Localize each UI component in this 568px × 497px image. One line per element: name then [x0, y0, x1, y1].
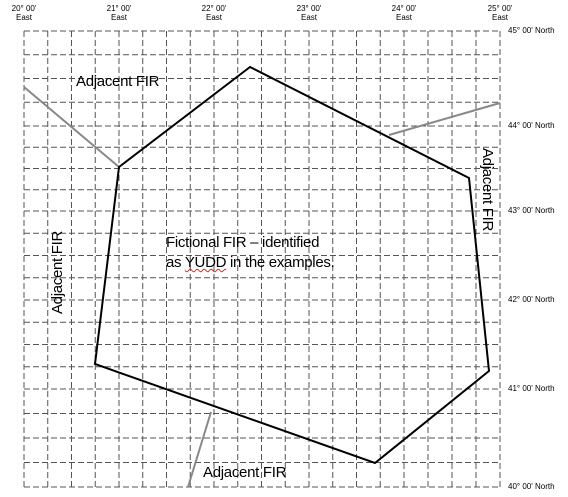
longitude-label: 23° 00' East [296, 4, 322, 22]
latitude-label: 40° 00' North [508, 482, 555, 491]
latitude-label: 41° 00' North [508, 384, 555, 393]
adjacent-fir-boundaries [23, 86, 501, 488]
latitude-label: 44° 00' North [508, 121, 555, 130]
fir-code: YUDD [184, 254, 227, 271]
longitude-label: 25° 00' East [487, 4, 513, 22]
adjacent-fir-label-top-left: Adjacent FIR [76, 73, 160, 90]
adjacent-boundary-south [187, 411, 212, 488]
adjacent-boundary-northwest [23, 86, 120, 168]
latitude-label: 43° 00' North [508, 206, 555, 215]
longitude-label: 21° 00' East [106, 4, 132, 22]
fir-label-line1: Fictional FIR – identified [166, 234, 320, 251]
latitude-label: 45° 00' North [508, 26, 555, 35]
longitude-label: 22° 00' East [201, 4, 227, 22]
fictional-fir-boundary [93, 65, 491, 465]
adjacent-fir-label-right: Adjacent FIR [479, 147, 497, 232]
adjacent-fir-label-left: Adjacent FIR [49, 230, 67, 315]
adjacent-fir-label-bottom: Adjacent FIR [203, 464, 287, 481]
fir-label-line2: as YUDD in the examples. [166, 254, 335, 271]
fictional-fir-label: Fictional FIR – identified as YUDD in th… [166, 233, 335, 273]
longitude-label: 20° 00' East [11, 4, 37, 22]
longitude-label: 24° 00' East [391, 4, 417, 22]
adjacent-boundary-east [388, 102, 501, 136]
latitude-label: 42° 00' North [508, 295, 555, 304]
